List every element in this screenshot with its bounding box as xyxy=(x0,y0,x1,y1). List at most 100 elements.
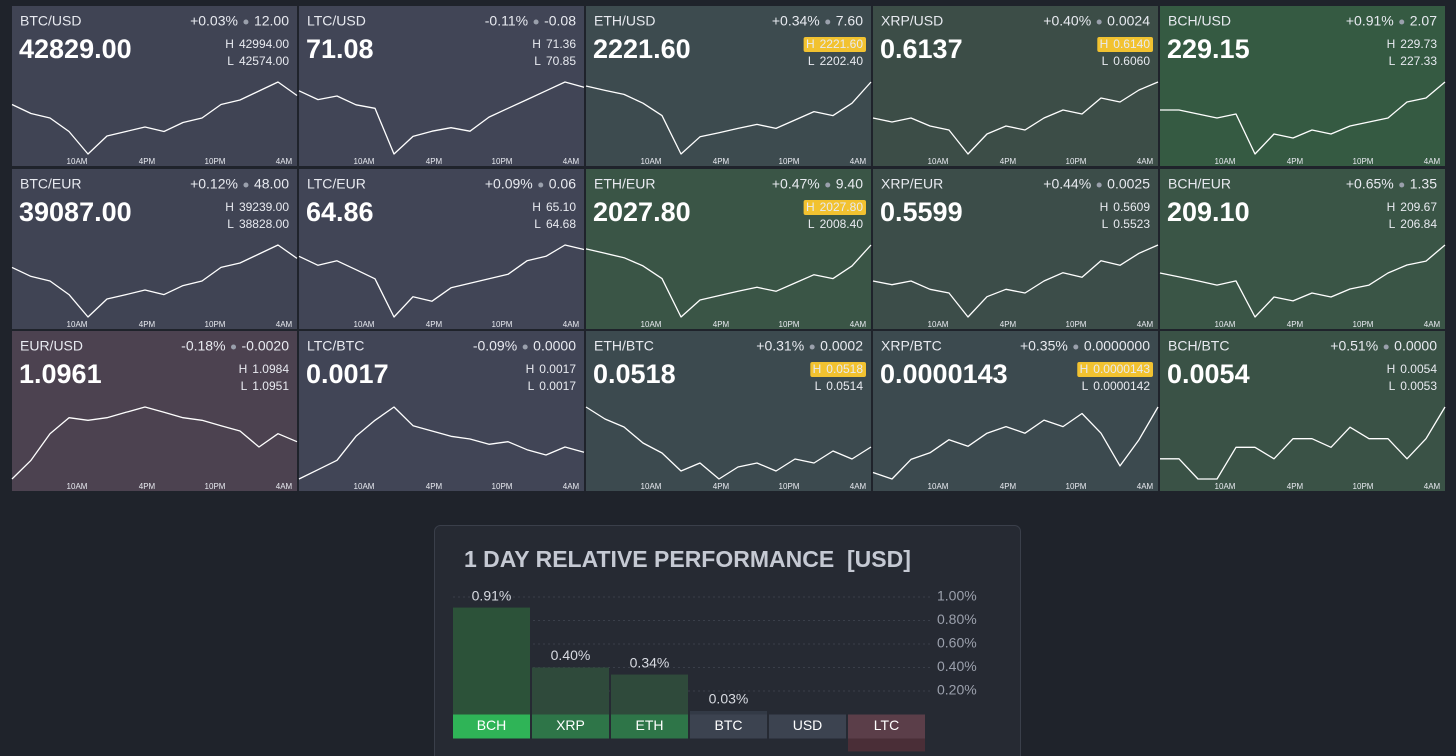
separator-dot xyxy=(1399,182,1405,188)
high-prefix: H xyxy=(1080,362,1089,376)
ticker-tile: BCH/EUR 1.35 +0.65% 209.10 209.67 H 206.84 L 10A… xyxy=(1159,169,1446,329)
separator-dot xyxy=(1096,19,1102,25)
sparkline xyxy=(298,244,585,318)
ticker-tile: LTC/EUR 0.06 +0.09% 64.86 65.10 H 64.68 L 10AM 4P… xyxy=(298,169,585,329)
low-prefix: L xyxy=(528,379,535,393)
high-prefix: H xyxy=(239,362,248,376)
price-diff: 0.0000 xyxy=(533,338,576,354)
low-value: 42574.00 xyxy=(239,54,289,68)
separator-dot xyxy=(243,182,249,188)
separator-dot xyxy=(1073,344,1079,350)
low-value: 64.68 xyxy=(546,217,576,231)
low-prefix: L xyxy=(1389,217,1396,231)
low-value: 2008.40 xyxy=(820,217,864,231)
change-percent: +0.44% xyxy=(1043,176,1091,192)
low-value: 0.5523 xyxy=(1113,217,1150,231)
ticker-tile: XRP/EUR 0.0025 +0.44% 0.5599 0.5609 H 0.5523 L 1… xyxy=(872,169,1159,329)
category-label: BTC xyxy=(715,717,743,733)
low-prefix: L xyxy=(1102,54,1109,68)
last-price: 0.5599 xyxy=(880,197,963,227)
separator-dot xyxy=(231,344,237,350)
category-label: BCH xyxy=(477,717,507,733)
bar xyxy=(848,738,925,752)
time-label: 10PM xyxy=(1066,157,1087,166)
sparkline xyxy=(585,406,872,480)
change-percent: +0.03% xyxy=(190,13,238,29)
low-prefix: L xyxy=(808,217,815,231)
pair-name: BTC/EUR xyxy=(20,176,81,192)
time-label: 10AM xyxy=(641,482,662,491)
change-percent: -0.09% xyxy=(473,338,517,354)
category-box xyxy=(690,714,767,739)
time-label: 10AM xyxy=(928,157,949,166)
time-label: 10AM xyxy=(67,320,88,329)
low-prefix: L xyxy=(808,54,815,68)
separator-dot xyxy=(809,344,815,350)
pair-name: EUR/USD xyxy=(20,338,83,354)
ticker-tile: BCH/USD 2.07 +0.91% 229.15 229.73 H 227.33 L 10A… xyxy=(1160,6,1446,166)
last-price: 0.0017 xyxy=(306,359,389,389)
time-label: 10PM xyxy=(779,320,800,329)
low-prefix: L xyxy=(227,54,234,68)
low-prefix: L xyxy=(534,54,541,68)
low-value: 0.0000142 xyxy=(1093,379,1150,393)
time-label: 4PM xyxy=(426,157,443,166)
tile-background xyxy=(1160,169,1445,329)
low-prefix: L xyxy=(241,379,248,393)
low-value: 0.0017 xyxy=(539,379,576,393)
time-label: 4PM xyxy=(1287,157,1304,166)
time-label: 10PM xyxy=(205,157,226,166)
ticker-tile: BTC/USD 12.00 +0.03% 42829.00 42994.00 H 42574… xyxy=(11,6,298,166)
high-value: 39239.00 xyxy=(239,200,289,214)
separator-dot xyxy=(538,182,544,188)
high-prefix: H xyxy=(1100,37,1109,51)
tile-background xyxy=(12,331,297,491)
high-value: 42994.00 xyxy=(239,37,289,51)
high-highlight xyxy=(803,37,866,52)
low-value: 1.0951 xyxy=(252,379,289,393)
low-value: 38828.00 xyxy=(239,217,289,231)
price-diff: 0.0024 xyxy=(1107,13,1150,29)
time-label: 10PM xyxy=(492,157,513,166)
change-percent: +0.65% xyxy=(1346,176,1394,192)
tile-background xyxy=(299,169,584,329)
high-prefix: H xyxy=(1387,37,1396,51)
sparkline xyxy=(11,406,298,480)
high-value: 0.0017 xyxy=(539,362,576,376)
separator-dot xyxy=(1096,182,1102,188)
time-label: 10PM xyxy=(1066,320,1087,329)
sparkline xyxy=(1160,406,1446,480)
tile-background xyxy=(873,6,1158,166)
high-prefix: H xyxy=(532,200,541,214)
tile-background xyxy=(299,6,584,166)
tile-background xyxy=(873,169,1158,329)
time-label: 10AM xyxy=(641,157,662,166)
tile-background xyxy=(1160,331,1445,491)
time-label: 4AM xyxy=(1424,320,1441,329)
category-label: USD xyxy=(793,717,823,733)
time-label: 10PM xyxy=(1353,320,1374,329)
high-value: 2221.60 xyxy=(820,37,864,51)
time-label: 10PM xyxy=(205,320,226,329)
time-label: 4PM xyxy=(139,157,156,166)
time-label: 10AM xyxy=(354,157,375,166)
ticker-tile: LTC/USD -0.08 -0.11% 71.08 71.36 H 70.85 L 10AM 4… xyxy=(298,6,585,166)
sparkline xyxy=(585,244,872,318)
value-label: 0.91% xyxy=(472,587,512,603)
price-diff: 48.00 xyxy=(254,176,289,192)
time-label: 4PM xyxy=(426,482,443,491)
tile-background xyxy=(299,331,584,491)
time-label: 10PM xyxy=(1066,482,1087,491)
time-label: 4AM xyxy=(276,320,293,329)
time-label: 4PM xyxy=(1000,320,1017,329)
last-price: 2027.80 xyxy=(593,197,691,227)
low-value: 70.85 xyxy=(546,54,576,68)
low-value: 227.33 xyxy=(1400,54,1437,68)
time-label: 4PM xyxy=(426,320,443,329)
pair-name: LTC/BTC xyxy=(307,338,364,354)
pair-name: XRP/BTC xyxy=(881,338,942,354)
time-label: 4PM xyxy=(139,320,156,329)
time-label: 10AM xyxy=(1215,157,1236,166)
low-value: 0.6060 xyxy=(1113,54,1150,68)
